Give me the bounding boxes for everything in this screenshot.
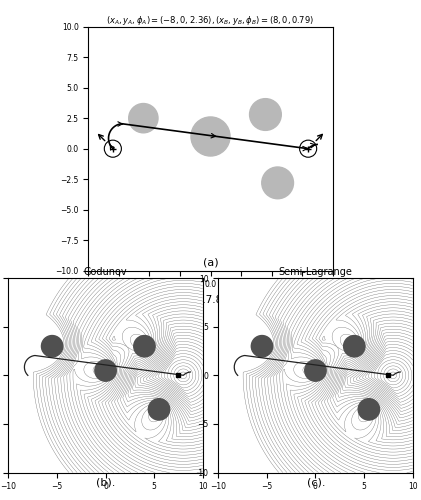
Text: $(x_A, y_A, \phi_A) = (-8, 0, 2.36), (x_B, y_B, \phi_B) = (8, 0, 0.79)$: $(x_A, y_A, \phi_A) = (-8, 0, 2.36), (x_… [107, 14, 314, 28]
Title: Godunov: Godunov [84, 268, 128, 278]
X-axis label: L = 17.8772: L = 17.8772 [179, 295, 242, 305]
Circle shape [344, 336, 365, 357]
Text: (c).: (c). [306, 478, 325, 488]
Title: Semi-Lagrange: Semi-Lagrange [278, 268, 352, 278]
Circle shape [262, 167, 293, 198]
Circle shape [191, 117, 230, 156]
Circle shape [250, 98, 281, 130]
Circle shape [134, 336, 155, 357]
Circle shape [95, 360, 116, 381]
Text: (b).: (b). [96, 478, 115, 488]
Circle shape [305, 360, 326, 381]
Circle shape [251, 336, 273, 357]
Text: (a): (a) [203, 258, 218, 268]
Circle shape [148, 398, 170, 420]
Circle shape [358, 398, 380, 420]
Circle shape [41, 336, 63, 357]
Circle shape [129, 104, 158, 133]
